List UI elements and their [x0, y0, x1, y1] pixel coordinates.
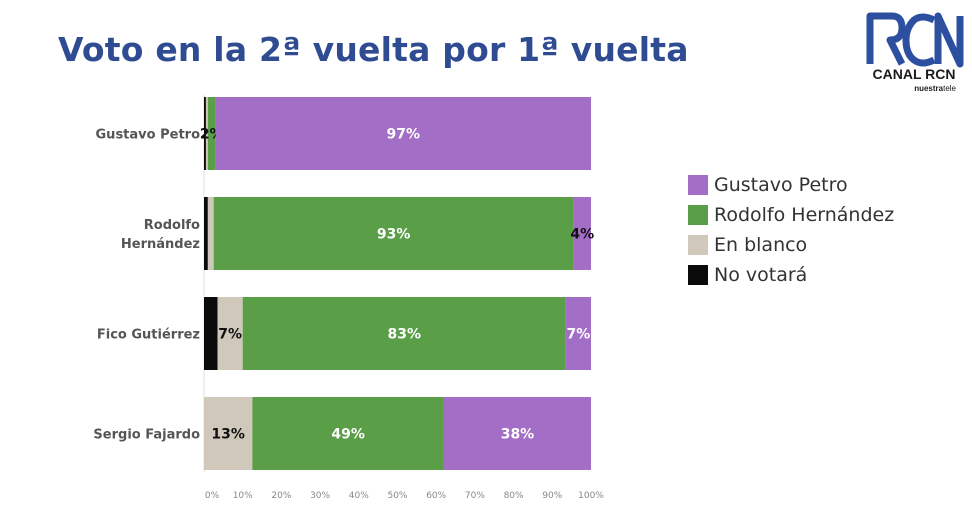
- bar-segment: [215, 97, 592, 170]
- canal-rcn-logo: [866, 12, 964, 68]
- legend-swatch-petro: [688, 175, 708, 195]
- x-tick-label: 10%: [233, 491, 253, 501]
- x-tick-label: 80%: [504, 491, 524, 501]
- data-label: 38%: [501, 427, 535, 443]
- data-label: 97%: [387, 127, 421, 143]
- legend-item-petro: Gustavo Petro: [688, 170, 894, 200]
- data-label: 93%: [377, 227, 411, 243]
- bar-segment: [207, 197, 214, 270]
- legend-item-blanco: En blanco: [688, 230, 894, 260]
- category-label: Hernández: [121, 237, 200, 252]
- category-label: Gustavo Petro: [96, 128, 201, 143]
- bar-segment: [204, 97, 206, 170]
- x-tick-label: 60%: [426, 491, 446, 501]
- legend-label: En blanco: [714, 234, 808, 256]
- bar-segment: [573, 197, 591, 270]
- legend-label: Gustavo Petro: [714, 174, 848, 196]
- legend-swatch-blanco: [688, 235, 708, 255]
- category-label: Sergio Fajardo: [93, 428, 200, 443]
- x-tick-label: 50%: [387, 491, 407, 501]
- x-tick-label: 40%: [349, 491, 369, 501]
- bar-segment: [242, 297, 566, 370]
- data-label: 4%: [570, 227, 594, 243]
- bar-segment: [207, 97, 216, 170]
- bar-segment: [217, 297, 243, 370]
- bar-segment: [213, 197, 574, 270]
- data-label: 7%: [567, 327, 591, 343]
- legend-label: No votará: [714, 264, 808, 286]
- x-tick-label: 20%: [271, 491, 291, 501]
- page-title: Voto en la 2ª vuelta por 1ª vuelta: [58, 30, 689, 69]
- bar-segment: [204, 197, 208, 270]
- category-label: Rodolfo: [144, 218, 200, 233]
- category-label: Fico Gutiérrez: [97, 328, 200, 343]
- legend-swatch-hernandez: [688, 205, 708, 225]
- chart-legend: Gustavo Petro Rodolfo Hernández En blanc…: [688, 170, 894, 290]
- legend-item-no-votara: No votará: [688, 260, 894, 290]
- x-tick-label: 0%: [205, 491, 220, 501]
- bar-segment: [204, 397, 253, 470]
- x-tick-label: 30%: [310, 491, 330, 501]
- bar-segment: [252, 397, 444, 470]
- bar-segment: [205, 97, 208, 170]
- x-tick-label: 90%: [542, 491, 562, 501]
- legend-item-hernandez: Rodolfo Hernández: [688, 200, 894, 230]
- legend-label: Rodolfo Hernández: [714, 204, 895, 226]
- legend-swatch-no-votara: [688, 265, 708, 285]
- bar-segment: [204, 297, 218, 370]
- bar-segment: [565, 297, 591, 370]
- data-label: 13%: [211, 427, 245, 443]
- data-label: 83%: [388, 327, 422, 343]
- logo-tagline: nuestratele: [914, 84, 956, 93]
- data-label: 49%: [331, 427, 365, 443]
- data-label: 7%: [218, 327, 242, 343]
- x-tick-label: 70%: [465, 491, 485, 501]
- x-tick-label: 100%: [578, 491, 604, 501]
- logo-wordmark: CANAL RCN: [872, 66, 956, 82]
- bar-segment: [443, 397, 591, 470]
